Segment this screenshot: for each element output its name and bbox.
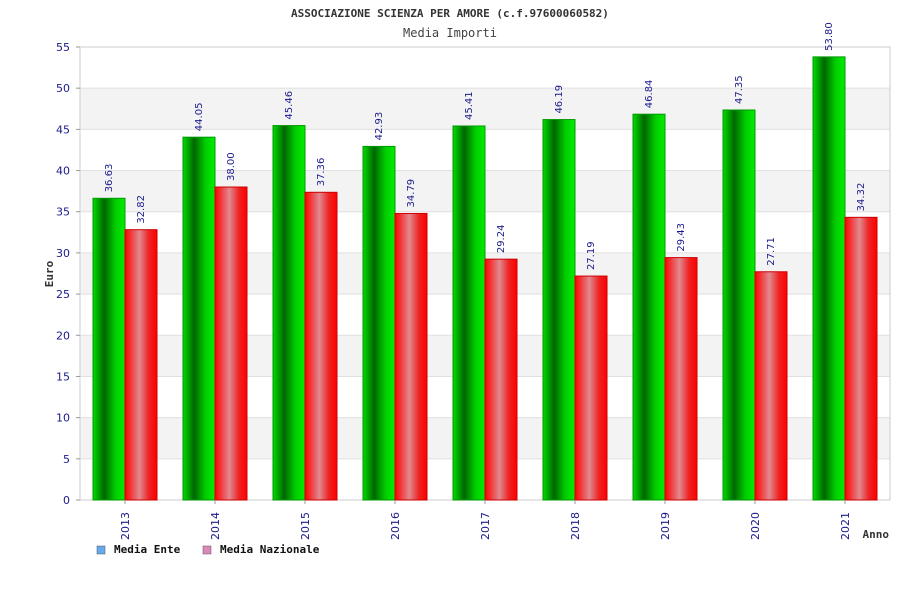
value-label-media-ente: 53.80 [824, 22, 835, 51]
y-axis-ticks: 0 5 10 15 20 25 30 35 40 45 50 55 [56, 41, 80, 507]
bar-media-ente [182, 136, 216, 501]
legend-swatch [96, 545, 106, 555]
x-axis-label: Anno [863, 528, 890, 541]
value-label-media-ente: 42.93 [374, 112, 385, 141]
value-label-media-ente: 45.46 [284, 91, 295, 120]
x-tick-label: 2015 [299, 512, 312, 540]
bar-media-nazionale [484, 258, 518, 501]
bar-media-ente [632, 113, 666, 501]
y-axis-label: Euro [43, 260, 56, 287]
value-label-media-ente: 46.19 [554, 85, 565, 114]
bar-media-nazionale [754, 271, 788, 501]
value-label-media-nazionale: 38.00 [226, 152, 237, 181]
x-tick-label: 2016 [389, 512, 402, 540]
bar-media-nazionale [304, 191, 338, 501]
y-tick-label: 20 [56, 329, 70, 342]
value-label-media-ente: 47.35 [734, 75, 745, 104]
x-tick-label: 2017 [479, 512, 492, 540]
legend: Media Ente Media Nazionale [96, 543, 320, 556]
value-label-media-nazionale: 34.79 [406, 179, 417, 208]
bar-media-nazionale [574, 275, 608, 501]
value-labels: 36.63 32.82 44.05 38.00 45.46 37.36 42.93 34.79… [104, 22, 867, 270]
x-tick-label: 2018 [569, 512, 582, 540]
plot-band [80, 47, 890, 89]
bars [92, 56, 878, 501]
y-tick-label: 35 [56, 206, 70, 219]
legend-label: Media Ente [114, 543, 181, 556]
y-tick-label: 45 [56, 123, 70, 136]
value-label-media-ente: 46.84 [644, 80, 655, 109]
y-tick-label: 40 [56, 165, 70, 178]
bar-media-nazionale [124, 229, 158, 501]
value-label-media-nazionale: 27.71 [766, 237, 777, 266]
y-tick-label: 0 [63, 494, 70, 507]
bar-media-nazionale [214, 186, 248, 501]
bar-media-ente [92, 197, 126, 501]
bar-media-ente [722, 109, 756, 501]
x-tick-label: 2021 [839, 512, 852, 540]
bar-media-ente [542, 119, 576, 501]
bar-media-nazionale [664, 257, 698, 501]
value-label-media-nazionale: 27.19 [586, 241, 597, 270]
bar-media-ente [362, 145, 396, 501]
value-label-media-ente: 44.05 [194, 103, 205, 132]
value-label-media-nazionale: 32.82 [136, 195, 147, 224]
value-label-media-nazionale: 29.43 [676, 223, 687, 252]
value-label-media-nazionale: 37.36 [316, 158, 327, 187]
value-label-media-nazionale: 29.24 [496, 225, 507, 254]
y-tick-label: 55 [56, 41, 70, 54]
x-tick-label: 2019 [659, 512, 672, 540]
bar-media-nazionale [844, 216, 878, 501]
x-tick-label: 2020 [749, 512, 762, 540]
y-tick-label: 30 [56, 247, 70, 260]
value-label-media-nazionale: 34.32 [856, 183, 867, 212]
y-tick-label: 10 [56, 412, 70, 425]
y-tick-label: 15 [56, 370, 70, 383]
value-label-media-ente: 45.41 [464, 91, 475, 120]
x-tick-label: 2013 [119, 512, 132, 540]
y-tick-label: 50 [56, 82, 70, 95]
legend-swatch [202, 545, 212, 555]
value-label-media-ente: 36.63 [104, 164, 115, 193]
y-tick-label: 25 [56, 288, 70, 301]
chart-subtitle: Media Importi [403, 26, 497, 40]
y-tick-label: 5 [63, 453, 70, 466]
bar-media-ente [272, 125, 306, 501]
bar-media-nazionale [394, 212, 428, 501]
bar-media-ente [812, 56, 846, 501]
x-tick-label: 2014 [209, 512, 222, 540]
bar-media-ente [452, 125, 486, 501]
legend-label: Media Nazionale [220, 543, 320, 556]
x-axis-ticks: 2013 2014 2015 2016 2017 2018 2019 2020 2021 [119, 500, 852, 540]
chart-title: ASSOCIAZIONE SCIENZA PER AMORE (c.f.9760… [291, 7, 609, 20]
